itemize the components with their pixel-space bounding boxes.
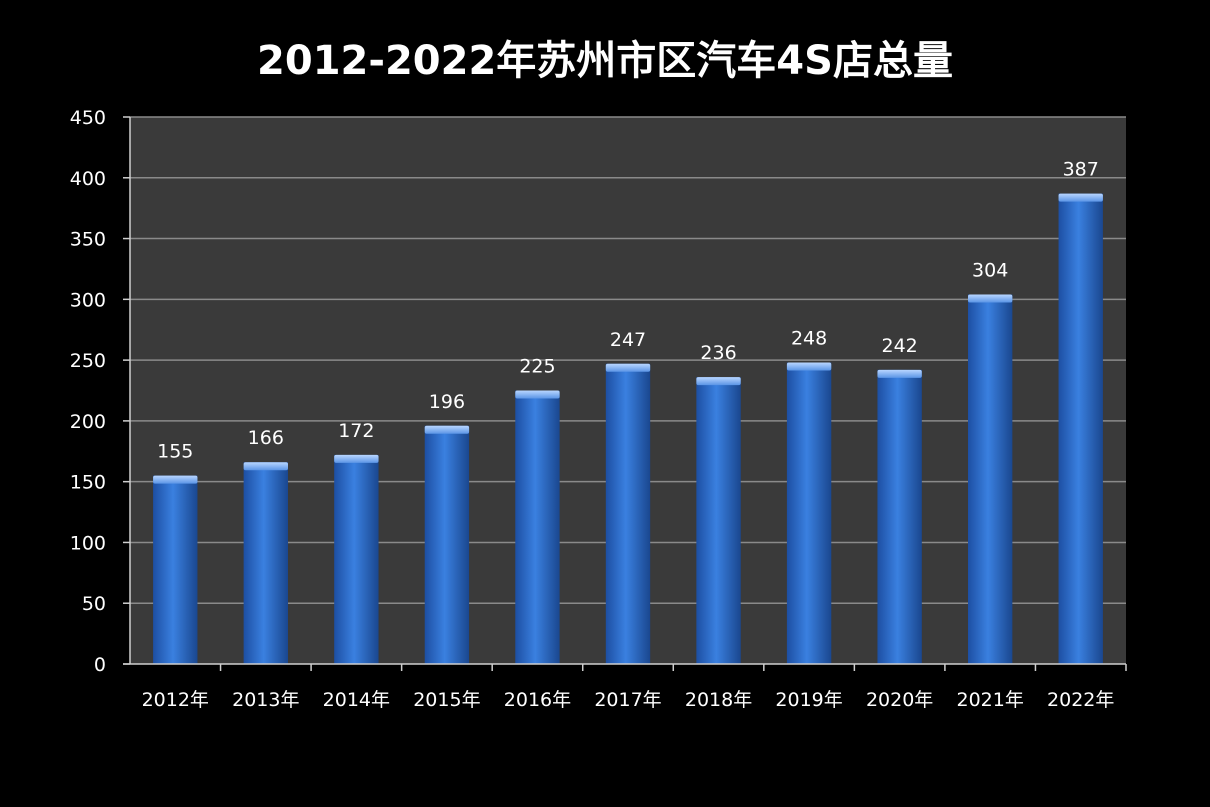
bar xyxy=(967,294,1013,664)
y-tick-label: 100 xyxy=(70,532,106,554)
bar xyxy=(515,390,560,664)
bar xyxy=(334,454,379,664)
x-tick-label: 2016年 xyxy=(504,689,571,711)
y-tick-label: 300 xyxy=(70,289,106,311)
bar-cap xyxy=(334,454,379,463)
bar-cap xyxy=(243,462,289,471)
data-label: 225 xyxy=(519,356,555,378)
y-tick-label: 50 xyxy=(82,593,106,615)
bar-cap xyxy=(786,362,832,371)
x-tick-label: 2018年 xyxy=(685,689,752,711)
bar xyxy=(153,475,198,664)
data-label: 247 xyxy=(610,329,646,351)
y-tick-label: 0 xyxy=(94,654,106,676)
bar-cap xyxy=(877,369,922,378)
bar-cap xyxy=(605,363,651,372)
data-label: 166 xyxy=(248,427,284,449)
labels: 0 50 100 150 200 250 300 350 400 450 155 2012年 166 20… xyxy=(70,107,1115,711)
x-tick-label: 2012年 xyxy=(142,689,209,711)
x-tick-label: 2014年 xyxy=(323,689,390,711)
data-label: 196 xyxy=(429,391,465,413)
y-tick-label: 350 xyxy=(70,229,106,251)
y-tick-label: 200 xyxy=(70,411,106,433)
data-label: 248 xyxy=(791,328,827,350)
bar-cap xyxy=(1058,193,1103,202)
bar xyxy=(877,369,922,664)
x-tick-label: 2017年 xyxy=(594,689,661,711)
bar-cap xyxy=(153,475,198,484)
bar-cap xyxy=(424,425,470,434)
x-tick-label: 2015年 xyxy=(413,689,480,711)
chart-title: 2012-2022年苏州市区汽车4S店总量 xyxy=(257,38,953,84)
bar-cap xyxy=(696,377,741,386)
data-label: 304 xyxy=(972,259,1008,281)
x-tick-label: 2022年 xyxy=(1047,689,1114,711)
y-tick-label: 450 xyxy=(70,107,106,129)
y-tick-label: 400 xyxy=(70,168,106,190)
y-tick-label: 150 xyxy=(70,472,106,494)
axes xyxy=(123,116,1127,671)
bar-cap xyxy=(515,390,560,399)
data-label: 155 xyxy=(157,441,193,463)
bar xyxy=(696,377,741,664)
bar xyxy=(1058,193,1103,664)
x-tick-label: 2013年 xyxy=(232,689,299,711)
x-tick-label: 2019年 xyxy=(775,689,842,711)
bar xyxy=(243,462,289,664)
bar xyxy=(605,363,651,664)
y-tick-label: 250 xyxy=(70,350,106,372)
data-label: 242 xyxy=(882,335,918,357)
bar xyxy=(786,362,832,664)
bar-cap xyxy=(967,294,1013,303)
data-label: 387 xyxy=(1063,159,1099,181)
bar xyxy=(424,425,470,664)
x-tick-label: 2020年 xyxy=(866,689,933,711)
data-label: 172 xyxy=(338,420,374,442)
data-label: 236 xyxy=(700,342,736,364)
x-tick-label: 2021年 xyxy=(957,689,1024,711)
bars xyxy=(153,193,1103,664)
